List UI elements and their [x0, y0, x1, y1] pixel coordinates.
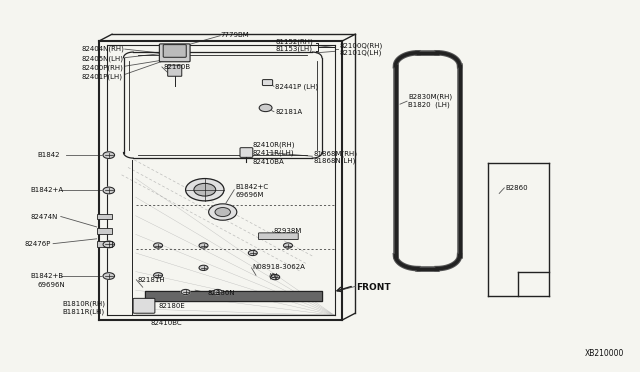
FancyBboxPatch shape: [159, 44, 190, 62]
Text: 69696M: 69696M: [236, 192, 264, 198]
Text: 81868N(LH): 81868N(LH): [314, 157, 356, 164]
Text: 82180E: 82180E: [159, 303, 186, 309]
Circle shape: [284, 243, 292, 248]
Bar: [97, 214, 112, 219]
Text: 81152(RH): 81152(RH): [275, 38, 313, 45]
Text: B1811R(LH): B1811R(LH): [63, 308, 105, 315]
FancyBboxPatch shape: [259, 233, 298, 240]
Text: XB210000: XB210000: [584, 349, 624, 358]
Text: B1842+C: B1842+C: [236, 184, 269, 190]
Text: 82404N(RH): 82404N(RH): [82, 46, 125, 52]
Text: B2860: B2860: [506, 185, 528, 191]
Text: 82411R(LH): 82411R(LH): [253, 149, 294, 156]
Text: 82101Q(LH): 82101Q(LH): [339, 49, 381, 56]
Text: B1820  (LH): B1820 (LH): [408, 102, 450, 108]
Text: 82474N: 82474N: [31, 214, 58, 219]
Circle shape: [248, 250, 257, 256]
Circle shape: [209, 204, 237, 220]
Circle shape: [259, 104, 272, 112]
Text: 82830N: 82830N: [208, 290, 236, 296]
Text: 81153(LH): 81153(LH): [275, 46, 312, 52]
FancyBboxPatch shape: [133, 298, 155, 313]
Text: 82410BA: 82410BA: [253, 159, 285, 165]
Text: FRONT: FRONT: [356, 283, 390, 292]
Text: 82441P (LH): 82441P (LH): [275, 83, 318, 90]
FancyBboxPatch shape: [168, 65, 182, 76]
Text: B1842+A: B1842+A: [31, 187, 64, 193]
Circle shape: [154, 243, 163, 248]
Text: 82181A: 82181A: [275, 109, 302, 115]
Text: B2830M(RH): B2830M(RH): [408, 93, 452, 100]
Text: B1842: B1842: [37, 152, 60, 158]
Circle shape: [194, 183, 216, 196]
Text: 82476P: 82476P: [24, 241, 51, 247]
Circle shape: [103, 273, 115, 279]
Text: 82100Q(RH): 82100Q(RH): [339, 42, 383, 49]
Circle shape: [271, 275, 280, 280]
Text: 7779BM: 7779BM: [221, 32, 250, 38]
Text: 82401P(LH): 82401P(LH): [82, 74, 123, 80]
Text: 82160B: 82160B: [163, 64, 190, 70]
Text: B1842+B: B1842+B: [31, 273, 64, 279]
Text: (6): (6): [269, 273, 279, 279]
Text: 82938M: 82938M: [274, 228, 302, 234]
Text: 82410BC: 82410BC: [150, 320, 182, 326]
FancyBboxPatch shape: [163, 45, 186, 57]
Circle shape: [181, 289, 190, 295]
Circle shape: [103, 152, 115, 158]
Text: N08918-3062A: N08918-3062A: [253, 264, 306, 270]
Circle shape: [199, 243, 208, 248]
FancyBboxPatch shape: [240, 148, 253, 157]
Circle shape: [199, 265, 208, 270]
Text: 82181H: 82181H: [138, 277, 165, 283]
FancyBboxPatch shape: [262, 80, 273, 86]
Circle shape: [186, 179, 224, 201]
Circle shape: [213, 289, 222, 295]
Text: 69696N: 69696N: [37, 282, 65, 288]
Circle shape: [154, 273, 163, 278]
Circle shape: [103, 241, 115, 248]
Bar: [97, 241, 112, 247]
Circle shape: [103, 187, 115, 194]
Text: 82405N(LH): 82405N(LH): [82, 55, 124, 62]
Text: 81868M(RH): 81868M(RH): [314, 150, 358, 157]
Bar: [97, 228, 112, 234]
Text: B1810R(RH): B1810R(RH): [63, 301, 106, 307]
Text: 82410R(RH): 82410R(RH): [253, 142, 295, 148]
Text: 82400P(RH): 82400P(RH): [82, 64, 124, 71]
Circle shape: [215, 208, 230, 217]
